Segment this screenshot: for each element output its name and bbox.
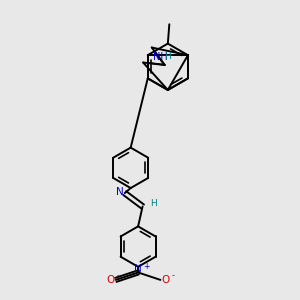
Text: +: + xyxy=(143,262,149,271)
Text: -: - xyxy=(171,271,174,280)
Text: O: O xyxy=(162,275,170,285)
Text: NH: NH xyxy=(153,52,168,62)
Text: N: N xyxy=(116,187,124,197)
Text: H: H xyxy=(150,199,157,208)
Text: -: - xyxy=(117,271,120,280)
Text: H: H xyxy=(164,52,171,61)
Text: O: O xyxy=(106,275,115,285)
Text: N: N xyxy=(134,264,142,274)
